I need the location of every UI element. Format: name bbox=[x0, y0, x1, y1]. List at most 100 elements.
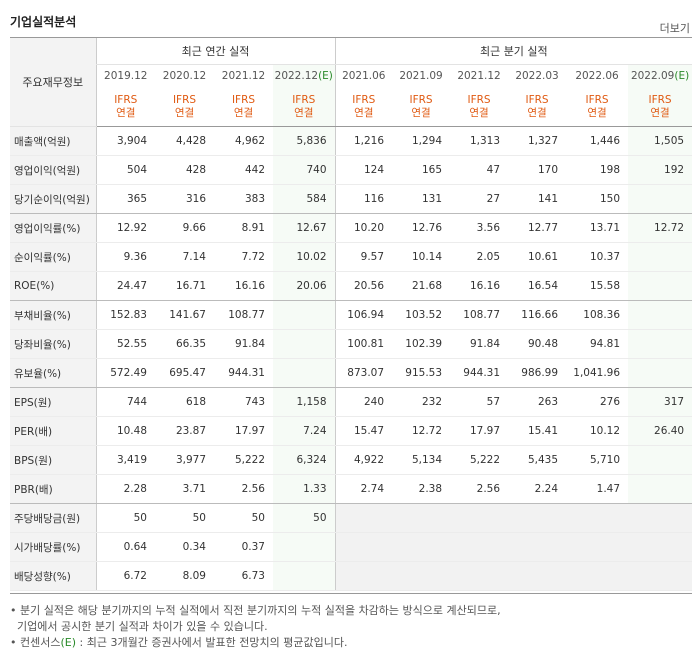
quarter-value bbox=[566, 532, 629, 562]
annual-value: 5,836 bbox=[273, 126, 336, 156]
annual-value: 4,428 bbox=[155, 126, 214, 156]
row-label: 당기순이익(억원) bbox=[10, 184, 96, 214]
section-title: 기업실적분석 bbox=[10, 15, 77, 29]
row-label: 시가배당률(%) bbox=[10, 532, 96, 562]
quarter-value: 17.97 bbox=[450, 416, 509, 446]
quarter-value: 986.99 bbox=[508, 358, 567, 388]
annual-value: 743 bbox=[214, 387, 273, 417]
quarter-value bbox=[450, 503, 509, 533]
period-header-quarter-3: 2022.03 bbox=[508, 65, 566, 88]
period-header-quarter-4: 2022.06 bbox=[566, 65, 628, 88]
annual-value: 8.09 bbox=[155, 561, 214, 591]
annual-value: 6.73 bbox=[214, 561, 273, 591]
quarter-value bbox=[392, 532, 451, 562]
row-label: 주당배당금(원) bbox=[10, 503, 96, 533]
annual-value: 428 bbox=[155, 155, 214, 185]
quarter-value bbox=[334, 561, 393, 591]
period-label: 2021.12 bbox=[457, 70, 501, 82]
row-label: EPS(원) bbox=[10, 387, 96, 417]
quarter-value bbox=[628, 300, 693, 330]
row-label: 당좌비율(%) bbox=[10, 329, 96, 359]
more-link[interactable]: 더보기 bbox=[659, 22, 690, 35]
row-label: 매출액(억원) bbox=[10, 126, 96, 156]
annual-value bbox=[273, 561, 336, 591]
row-label: 영업이익(억원) bbox=[10, 155, 96, 185]
annual-value: 1,158 bbox=[273, 387, 336, 417]
basis-label: 연결 bbox=[527, 106, 547, 119]
ifrs-label: IFRS bbox=[648, 93, 672, 106]
annual-value: 442 bbox=[214, 155, 273, 185]
accounting-basis-quarter-5: IFRS 연결 bbox=[628, 87, 693, 127]
financial-table: 주요재무정보 최근 연간 실적 최근 분기 실적 2019.12 2020.12 2… bbox=[10, 38, 693, 591]
quarter-value bbox=[628, 561, 693, 591]
accounting-basis-quarter-4: IFRS 연결 bbox=[566, 87, 629, 127]
annual-value: 572.49 bbox=[95, 358, 155, 388]
annual-value: 12.67 bbox=[273, 213, 336, 243]
quarter-value: 116.66 bbox=[508, 300, 567, 330]
quarter-value bbox=[450, 532, 509, 562]
quarter-value: 47 bbox=[450, 155, 509, 185]
quarter-value: 2.24 bbox=[508, 474, 567, 504]
quarter-value bbox=[508, 561, 567, 591]
accounting-basis-annual-1: IFRS 연결 bbox=[155, 87, 214, 127]
table-row: EPS(원) 744 618 743 1,158 240 232 57 263 276 317 bbox=[10, 387, 693, 417]
quarter-value: 2.05 bbox=[450, 242, 509, 272]
row-label: 유보율(%) bbox=[10, 358, 96, 388]
quarter-value bbox=[628, 271, 693, 301]
quarter-value: 15.47 bbox=[334, 416, 393, 446]
basis-label: 연결 bbox=[587, 106, 607, 119]
annual-value: 3,419 bbox=[95, 445, 155, 475]
row-label: PER(배) bbox=[10, 416, 96, 446]
quarter-value: 15.41 bbox=[508, 416, 567, 446]
quarter-value bbox=[508, 503, 567, 533]
annual-value: 365 bbox=[95, 184, 155, 214]
quarter-value: 90.48 bbox=[508, 329, 567, 359]
period-header-quarter-2: 2021.12 bbox=[450, 65, 508, 88]
annual-value: 24.47 bbox=[95, 271, 155, 301]
period-label: 2021.09 bbox=[399, 70, 443, 82]
quarter-value: 915.53 bbox=[392, 358, 451, 388]
annual-value: 7.24 bbox=[273, 416, 336, 446]
quarter-value: 16.16 bbox=[450, 271, 509, 301]
annual-value: 944.31 bbox=[214, 358, 273, 388]
row-label: 배당성향(%) bbox=[10, 561, 96, 591]
quarter-value: 26.40 bbox=[628, 416, 693, 446]
period-header-quarter-1: 2021.09 bbox=[392, 65, 450, 88]
period-label: 2021.12 bbox=[221, 70, 266, 82]
table-row: 순이익률(%) 9.36 7.14 7.72 10.02 9.57 10.14 2.05 10.… bbox=[10, 242, 693, 272]
annual-value: 16.71 bbox=[155, 271, 214, 301]
quarter-value bbox=[628, 532, 693, 562]
quarter-value: 94.81 bbox=[566, 329, 629, 359]
quarter-value: 232 bbox=[392, 387, 451, 417]
quarter-value: 4,922 bbox=[334, 445, 393, 475]
quarter-value: 10.14 bbox=[392, 242, 451, 272]
footnote-1-cont: 기업에서 공시한 분기 실적과 차이가 있을 수 있습니다. bbox=[17, 620, 268, 633]
annual-value: 584 bbox=[273, 184, 336, 214]
table-row: 매출액(억원) 3,904 4,428 4,962 5,836 1,216 1,294 1,3… bbox=[10, 126, 693, 156]
quarter-value: 317 bbox=[628, 387, 693, 417]
estimate-mark: (E) bbox=[318, 70, 333, 82]
table-row: 부채비율(%) 152.83 141.67 108.77 106.94 103.52 108… bbox=[10, 300, 693, 330]
quarter-value: 873.07 bbox=[334, 358, 393, 388]
annual-value: 7.72 bbox=[214, 242, 273, 272]
table-row: 배당성향(%) 6.72 8.09 6.73 bbox=[10, 561, 693, 591]
ifrs-label: IFRS bbox=[352, 93, 376, 106]
quarter-value: 91.84 bbox=[450, 329, 509, 359]
quarter-value bbox=[566, 561, 629, 591]
annual-value: 50 bbox=[214, 503, 273, 533]
quarter-value bbox=[566, 503, 629, 533]
quarter-value: 12.76 bbox=[392, 213, 451, 243]
annual-value: 152.83 bbox=[95, 300, 155, 330]
annual-value: 23.87 bbox=[155, 416, 214, 446]
table-row: 영업이익(억원) 504 428 442 740 124 165 47 170 198 192 bbox=[10, 155, 693, 185]
annual-value: 0.34 bbox=[155, 532, 214, 562]
quarter-value: 2.56 bbox=[450, 474, 509, 504]
annual-value: 50 bbox=[273, 503, 336, 533]
annual-group-header: 최근 연간 실적 bbox=[95, 38, 336, 65]
quarter-value: 1,041.96 bbox=[566, 358, 629, 388]
row-label: BPS(원) bbox=[10, 445, 96, 475]
quarter-value: 15.58 bbox=[566, 271, 629, 301]
annual-value: 10.02 bbox=[273, 242, 336, 272]
quarter-value: 27 bbox=[450, 184, 509, 214]
annual-value: 740 bbox=[273, 155, 336, 185]
